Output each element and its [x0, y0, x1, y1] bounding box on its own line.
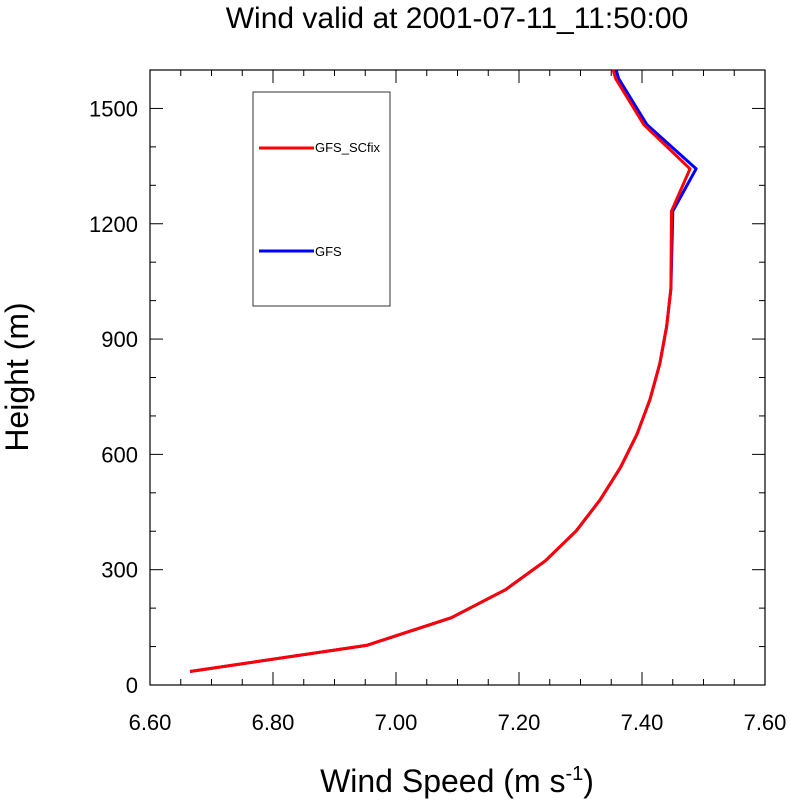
y-tick-label: 300 — [101, 558, 138, 583]
major-ticks — [149, 70, 766, 686]
x-tick-labels: 6.60 6.80 7.00 7.20 7.40 7.60 — [129, 710, 787, 735]
y-tick-label: 1200 — [89, 212, 138, 237]
x-tick-label: 6.80 — [252, 710, 295, 735]
chart-title: Wind valid at 2001-07-11_11:50:00 — [226, 2, 689, 35]
y-tick-label: 900 — [101, 327, 138, 352]
x-axis-title-close: ) — [583, 763, 594, 799]
x-axis-title-superscript: -1 — [565, 763, 583, 785]
minor-ticks — [150, 69, 765, 685]
legend: GFS_SCfix GFS — [252, 91, 391, 307]
y-tick-label: 1500 — [89, 96, 138, 121]
x-axis-title: Wind Speed (m s-1) — [320, 763, 594, 799]
x-tick-label: 7.20 — [498, 710, 541, 735]
legend-label-gfs: GFS — [315, 244, 342, 259]
y-axis-title: Height (m) — [0, 302, 35, 451]
plot-frame — [149, 69, 766, 686]
x-tick-label: 6.60 — [129, 710, 172, 735]
series-line-gfs-scfix — [189, 69, 692, 673]
legend-label-gfs-scfix: GFS_SCfix — [315, 140, 381, 155]
series-layer — [189, 69, 698, 673]
y-tick-labels: 0 300 600 900 1200 1500 — [89, 96, 138, 698]
x-tick-label: 7.00 — [375, 710, 418, 735]
legend-box — [252, 91, 391, 307]
x-axis-title-main: Wind Speed (m s — [320, 763, 565, 799]
y-tick-label: 600 — [101, 442, 138, 467]
x-tick-label: 7.60 — [744, 710, 787, 735]
y-tick-label: 0 — [126, 673, 138, 698]
x-tick-label: 7.40 — [621, 710, 664, 735]
